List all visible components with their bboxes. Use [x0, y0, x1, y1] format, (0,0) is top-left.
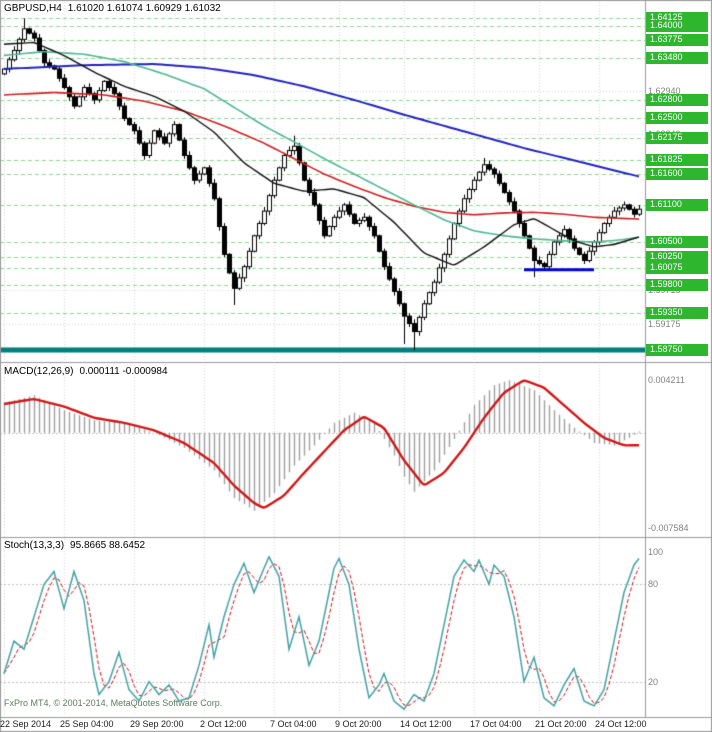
main-chart-header: GBPUSD,H4 1.61020 1.61074 1.60929 1.61032 [4, 3, 221, 14]
stoch-values: 95.8665 88.6452 [70, 540, 146, 551]
stoch-label: Stoch(13,3,3) [4, 540, 65, 551]
ohlc-values: 1.61020 1.61074 1.60929 1.61032 [67, 3, 221, 14]
stoch-header: Stoch(13,3,3) 95.8665 88.6452 [4, 540, 145, 551]
macd-label: MACD(12,26,9) [4, 366, 74, 377]
macd-values: 0.000111 -0.000984 [79, 366, 168, 377]
platform-watermark: FxPro MT4, © 2001-2014, MetaQuotes Softw… [4, 698, 223, 708]
macd-header: MACD(12,26,9) 0.000111 -0.000984 [4, 366, 168, 377]
symbol-period-label: GBPUSD,H4 [4, 3, 62, 14]
